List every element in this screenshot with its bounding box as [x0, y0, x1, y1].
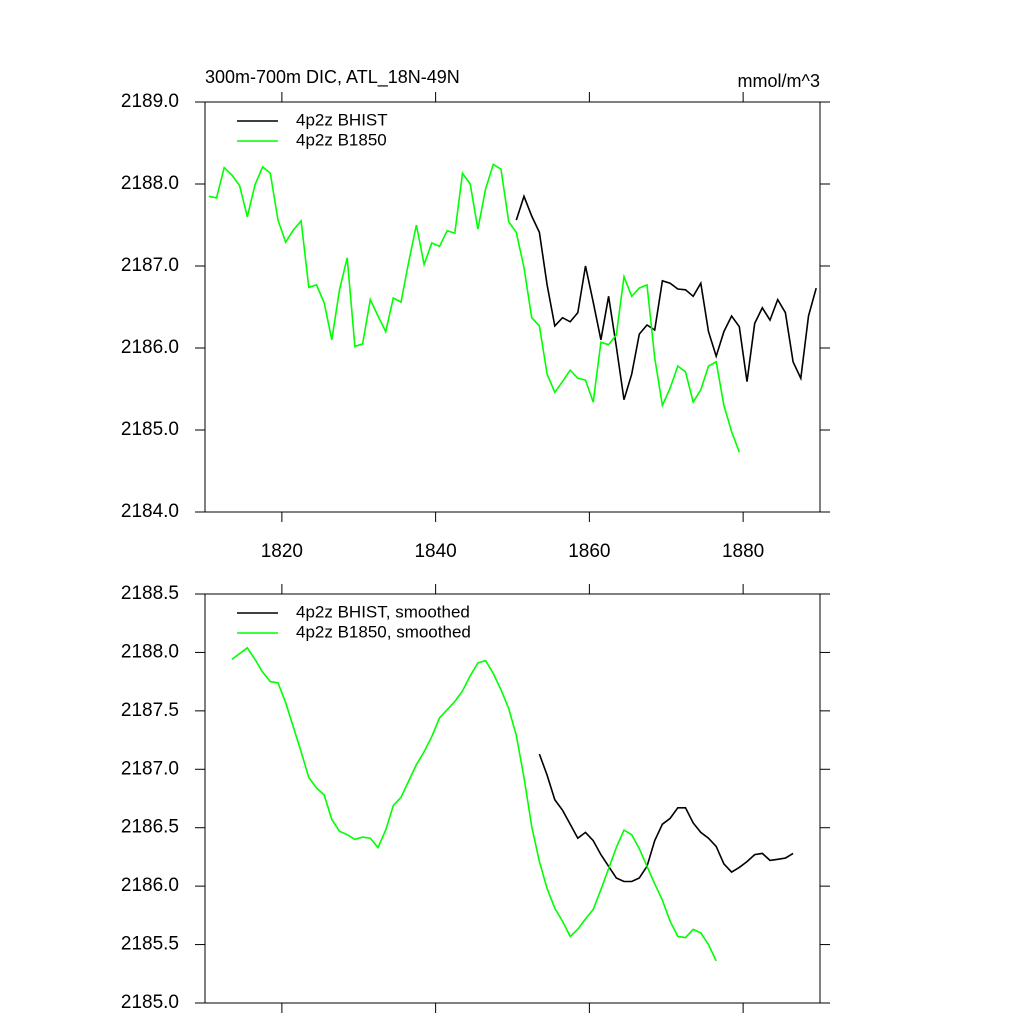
- legend-label: 4p2z BHIST: [296, 110, 388, 129]
- y-tick-label: 2186.0: [121, 875, 179, 896]
- legend-label: 4p2z BHIST, smoothed: [296, 602, 470, 621]
- y-tick-label: 2184.0: [121, 501, 179, 522]
- y-tick-label: 2186.5: [121, 817, 179, 838]
- legend-label: 4p2z B1850, smoothed: [296, 622, 471, 641]
- y-tick-label: 2187.0: [121, 255, 179, 276]
- chart-title: 300m-700m DIC, ATL_18N-49N: [205, 67, 460, 88]
- y-tick-label: 2188.0: [121, 641, 179, 662]
- x-tick-label: 1880: [722, 541, 764, 562]
- y-tick-label: 2185.5: [121, 934, 179, 955]
- legend-label: 4p2z B1850: [296, 130, 387, 149]
- y-tick-label: 2185.0: [121, 419, 179, 440]
- y-tick-label: 2186.0: [121, 337, 179, 358]
- plot-frame: [204, 593, 821, 1004]
- series-line: [515, 193, 817, 400]
- y-tick-label: 2189.0: [121, 91, 179, 112]
- y-tick-label: 2187.5: [121, 700, 179, 721]
- series-line: [538, 753, 794, 883]
- series-line: [231, 646, 717, 962]
- units-label: mmol/m^3: [738, 71, 820, 91]
- y-tick-label: 2185.0: [121, 992, 179, 1013]
- x-tick-label: 1840: [414, 541, 456, 562]
- x-tick-label: 1860: [568, 541, 610, 562]
- x-tick-label: 1820: [261, 541, 303, 562]
- series-line: [208, 163, 741, 453]
- y-tick-label: 2188.0: [121, 173, 179, 194]
- y-tick-label: 2188.5: [121, 583, 179, 604]
- y-tick-label: 2187.0: [121, 758, 179, 779]
- plot-frame: [204, 101, 821, 513]
